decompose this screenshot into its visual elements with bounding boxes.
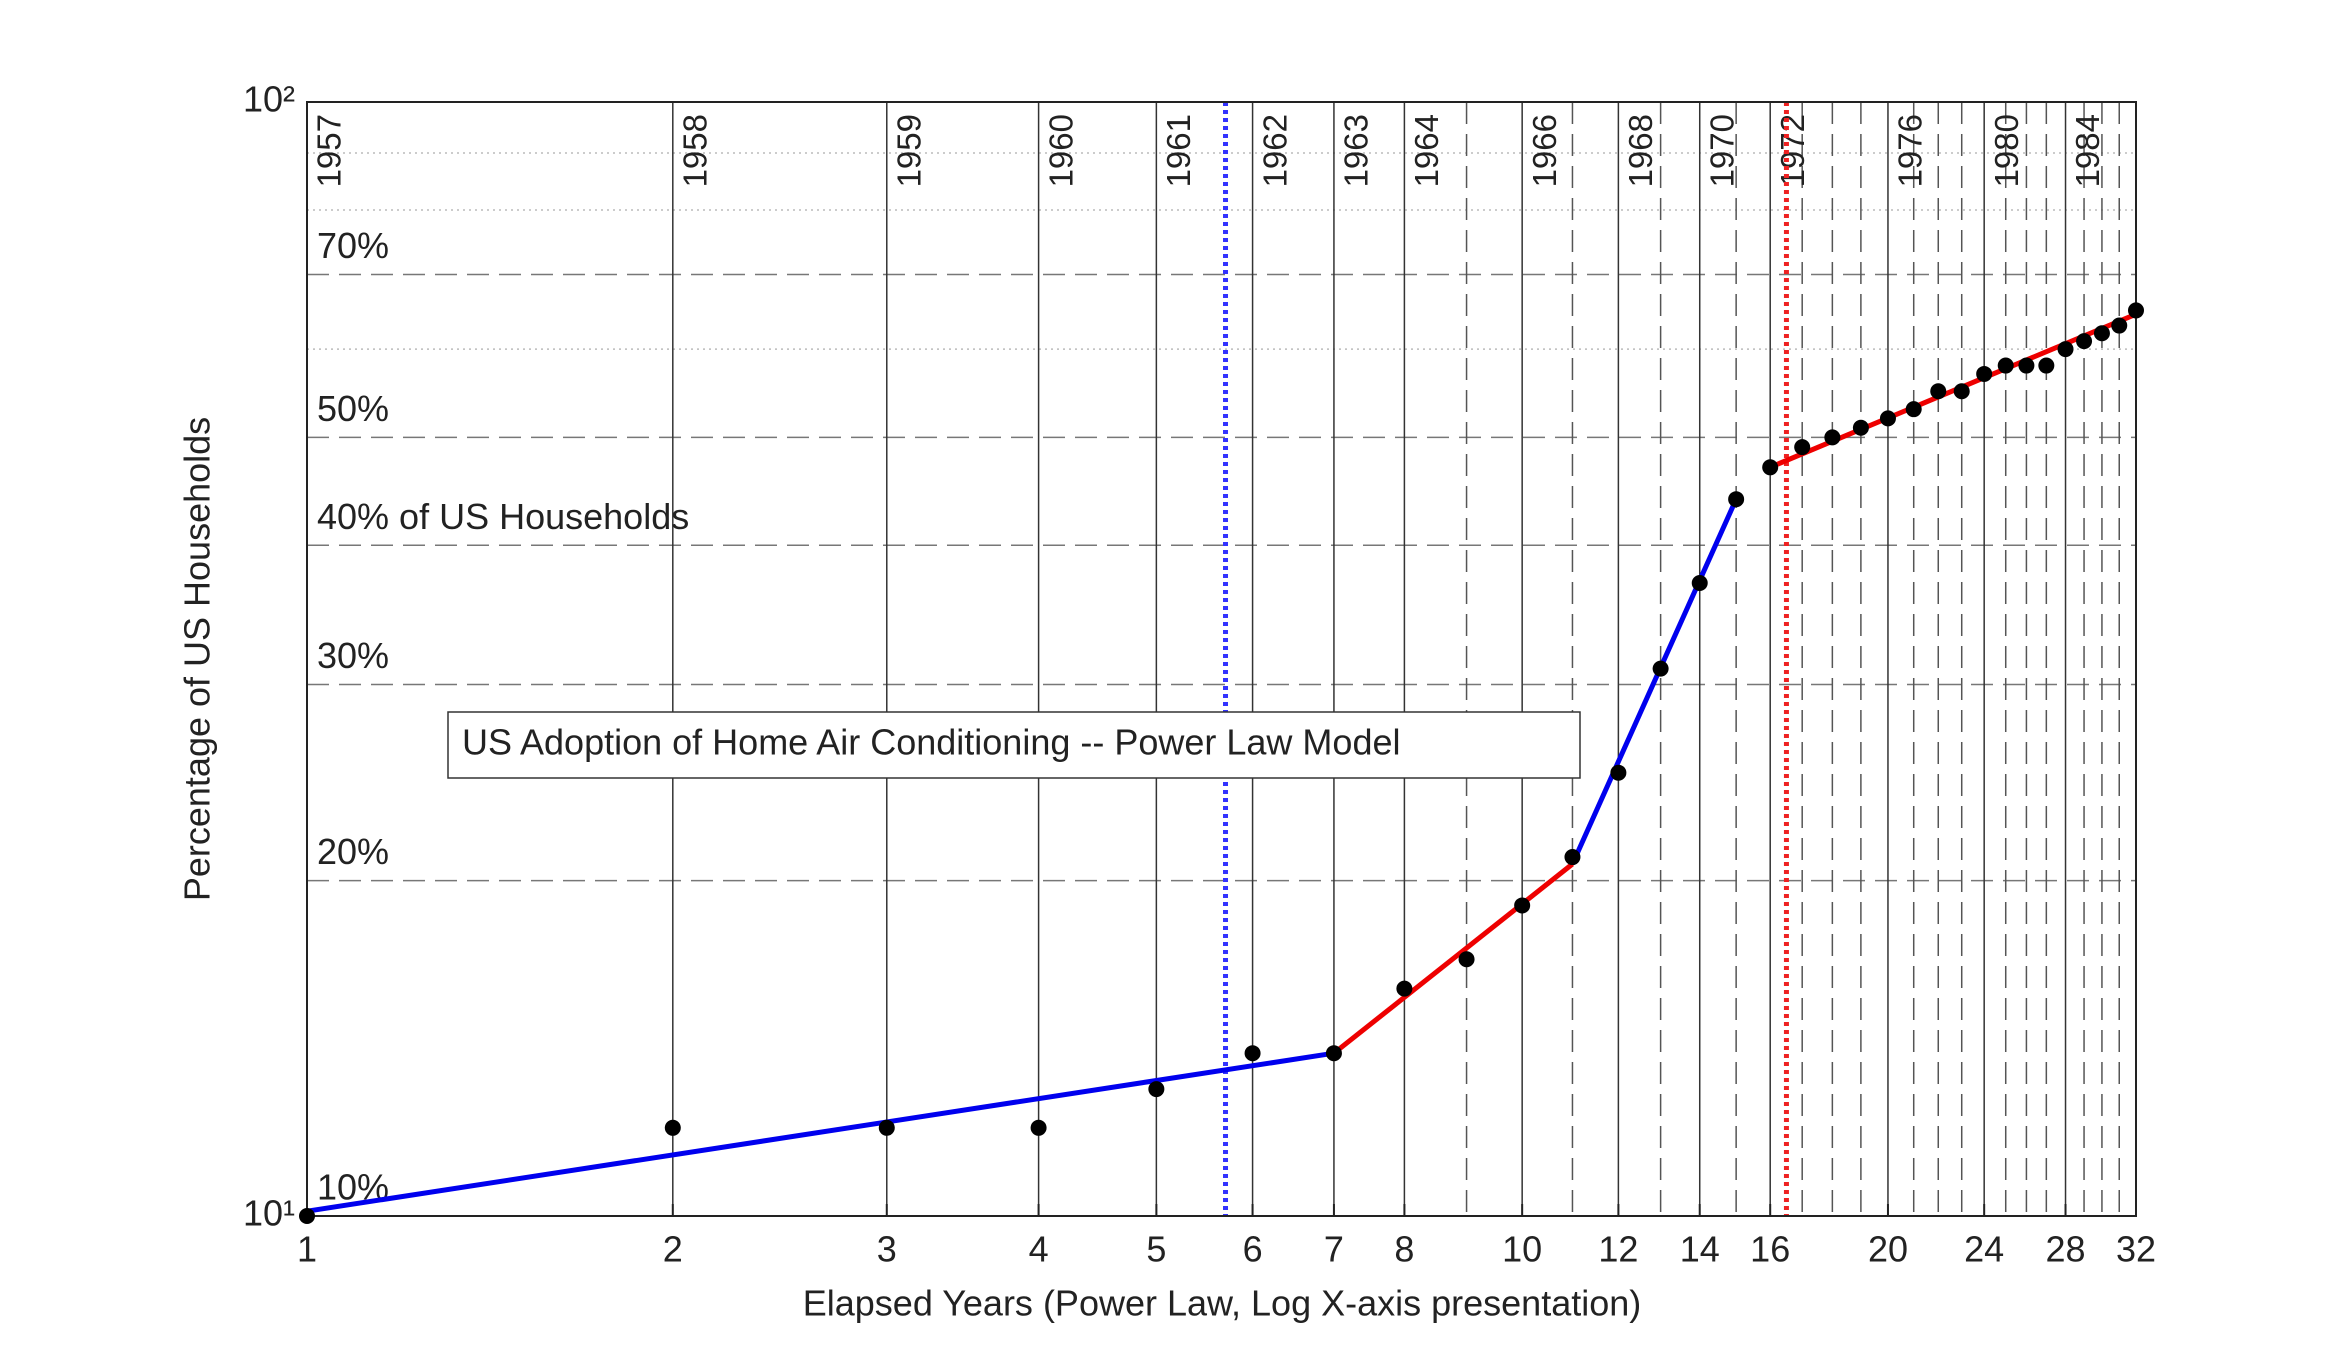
y-axis-label: Percentage of US Households [177,417,218,901]
data-point [1396,980,1413,997]
data-point [1691,575,1708,592]
data-point [1652,660,1669,677]
data-point [1905,401,1922,418]
x-tick-label: 5 [1146,1229,1166,1270]
x-tick-label: 16 [1750,1229,1790,1270]
data-point [1794,439,1811,456]
year-label: 1972 [1774,114,1811,187]
fit-line [1570,498,1739,866]
data-point [2111,317,2128,334]
plot-frame [306,101,2137,1217]
fit-line [1332,862,1575,1056]
x-tick-label: 24 [1964,1229,2004,1270]
x-tick-label: 10 [1502,1229,1542,1270]
fit-line [306,1050,1335,1214]
y-tick-label: 10¹ [243,1193,295,1234]
year-label: 1959 [890,114,927,187]
y-annotation: 20% [317,831,389,872]
y-annotation: 70% [317,225,389,266]
year-label: 1968 [1622,114,1659,187]
year-label: 1976 [1892,114,1929,187]
y-annotation: 30% [317,635,389,676]
y-tick-label: 10² [243,79,295,120]
year-label: 1970 [1703,114,1740,187]
year-label: 1984 [2069,114,2106,187]
data-point [1244,1045,1261,1062]
data-point [1879,410,1896,427]
data-point [1930,383,1947,400]
data-point [299,1208,315,1224]
data-point [1824,429,1841,446]
data-point [878,1119,895,1136]
data-point [1458,951,1475,968]
x-tick-label: 4 [1029,1229,1049,1270]
x-tick-label: 2 [663,1229,683,1270]
chart-title: US Adoption of Home Air Conditioning -- … [462,722,1400,763]
year-label: 1966 [1526,114,1563,187]
x-tick-label: 20 [1868,1229,1908,1270]
x-tick-label: 6 [1243,1229,1263,1270]
data-point [2018,357,2035,374]
data-point [1762,459,1779,476]
data-point [1564,849,1581,866]
data-point [1610,764,1627,781]
title-box [447,711,1581,779]
data-point [1325,1045,1342,1062]
x-tick-label: 7 [1324,1229,1344,1270]
data-point [1852,419,1869,436]
data-point [2093,325,2110,342]
year-label: 1960 [1042,114,1079,187]
data-point [1953,383,1970,400]
x-axis-label: Elapsed Years (Power Law, Log X-axis pre… [803,1283,1642,1324]
year-label: 1964 [1408,114,1445,187]
x-tick-label: 8 [1394,1229,1414,1270]
data-point [2128,302,2144,319]
year-label: 1980 [1988,114,2025,187]
x-tick-label: 14 [1680,1229,1720,1270]
y-annotation: 50% [317,388,389,429]
data-point [1997,357,2014,374]
x-tick-label: 32 [2116,1229,2156,1270]
data-point [1514,897,1531,914]
data-point [1030,1119,1047,1136]
y-annotation: 40% of US Households [317,496,689,537]
year-label: 1961 [1160,114,1197,187]
x-tick-label: 1 [297,1229,317,1270]
data-point [1728,491,1745,508]
x-tick-label: 28 [2046,1229,2086,1270]
year-label: 1957 [311,114,348,187]
data-point [2076,333,2093,350]
x-tick-label: 12 [1598,1229,1638,1270]
data-point [1148,1081,1165,1098]
year-label: 1963 [1338,114,1375,187]
data-point [664,1119,681,1136]
data-point [2057,341,2074,358]
year-label: 1958 [677,114,714,187]
data-point [2038,357,2055,374]
x-tick-label: 3 [877,1229,897,1270]
year-label: 1962 [1256,114,1293,187]
data-point [1976,365,1993,382]
